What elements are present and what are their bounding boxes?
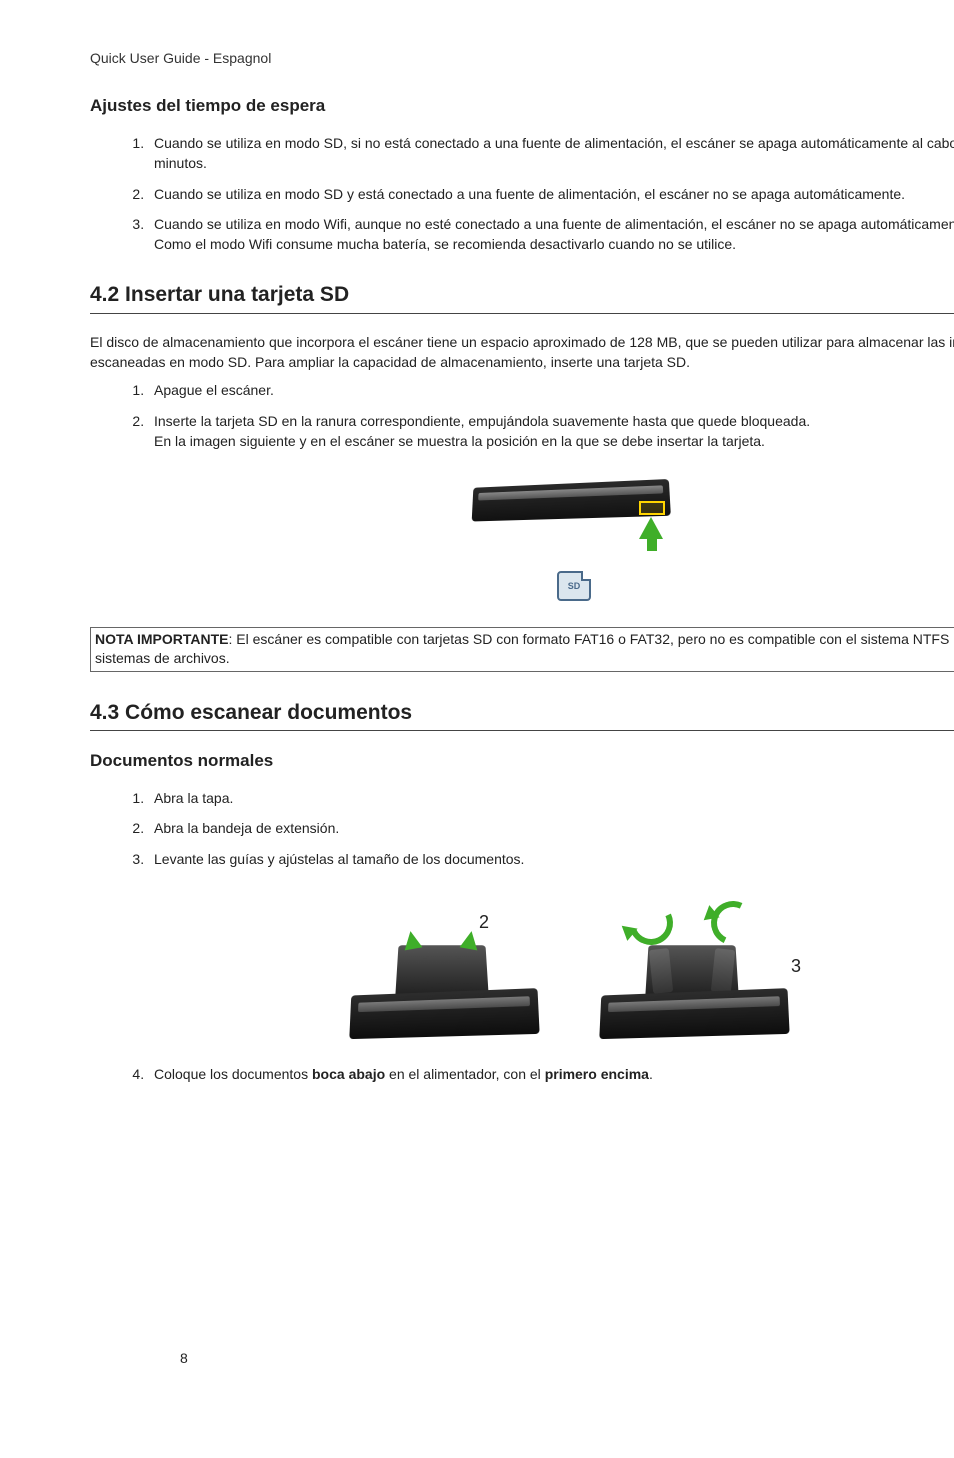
- arrow-up-icon: [460, 929, 481, 950]
- note-important: NOTA IMPORTANTE: El escáner es compatibl…: [90, 627, 954, 672]
- text-bold: primero encima: [545, 1066, 649, 1082]
- list-item: Abra la bandeja de extensión.: [148, 818, 954, 838]
- text: en el alimentador, con el: [385, 1066, 545, 1082]
- text-bold: boca abajo: [312, 1066, 385, 1082]
- list-scan-steps: Abra la tapa. Abra la bandeja de extensi…: [90, 788, 954, 869]
- page-number: 8: [180, 1348, 188, 1368]
- arrow-stem-icon: [647, 537, 657, 551]
- tray-illustration: [395, 945, 488, 994]
- list-item: Apague el escáner.: [148, 380, 954, 400]
- subheading-ajustes: Ajustes del tiempo de espera: [90, 94, 954, 119]
- list-item: Coloque los documentos boca abajo en el …: [148, 1064, 954, 1084]
- sd-slot-highlight: [639, 501, 665, 515]
- heading-4-3: 4.3 Cómo escanear documentos: [90, 698, 954, 731]
- figure-label-2: 2: [479, 909, 489, 935]
- arrow-up-icon: [402, 929, 423, 950]
- figure-step-3: 3: [587, 883, 797, 1043]
- figure-step-2: 2: [337, 883, 547, 1043]
- list-item: Inserte la tarjeta SD en la ranura corre…: [148, 411, 954, 452]
- scanner-illustration: [599, 988, 789, 1039]
- list-item: Levante las guías y ajústelas al tamaño …: [148, 849, 954, 869]
- curved-arrow-icon: [623, 895, 679, 951]
- figure-scan-guides: 2 3: [90, 883, 954, 1048]
- arrow-up-icon: [639, 517, 663, 539]
- subheading-documentos-normales: Documentos normales: [90, 749, 954, 774]
- list-item: Cuando se utiliza en modo SD y está cone…: [148, 184, 954, 204]
- figure-label-3: 3: [791, 953, 801, 979]
- figure-sd-insert: SD: [90, 465, 954, 610]
- sd-card-icon: SD: [557, 571, 591, 601]
- list-ajustes: Cuando se utiliza en modo SD, si no está…: [90, 133, 954, 254]
- text: .: [649, 1066, 653, 1082]
- heading-4-2: 4.2 Insertar una tarjeta SD: [90, 280, 954, 313]
- list-sd-steps: Apague el escáner. Inserte la tarjeta SD…: [90, 380, 954, 451]
- list-item: Abra la tapa.: [148, 788, 954, 808]
- note-lead: NOTA IMPORTANTE: [95, 631, 229, 647]
- list-scan-steps-cont: Coloque los documentos boca abajo en el …: [90, 1064, 954, 1084]
- text: Coloque los documentos: [154, 1066, 312, 1082]
- paragraph-intro-42: El disco de almacenamiento que incorpora…: [90, 332, 954, 373]
- list-item: Cuando se utiliza en modo Wifi, aunque n…: [148, 214, 954, 255]
- scanner-illustration: [349, 988, 539, 1039]
- doc-header: Quick User Guide - Espagnol: [90, 48, 954, 68]
- list-item: Cuando se utiliza en modo SD, si no está…: [148, 133, 954, 174]
- curved-arrow-icon: [705, 895, 761, 951]
